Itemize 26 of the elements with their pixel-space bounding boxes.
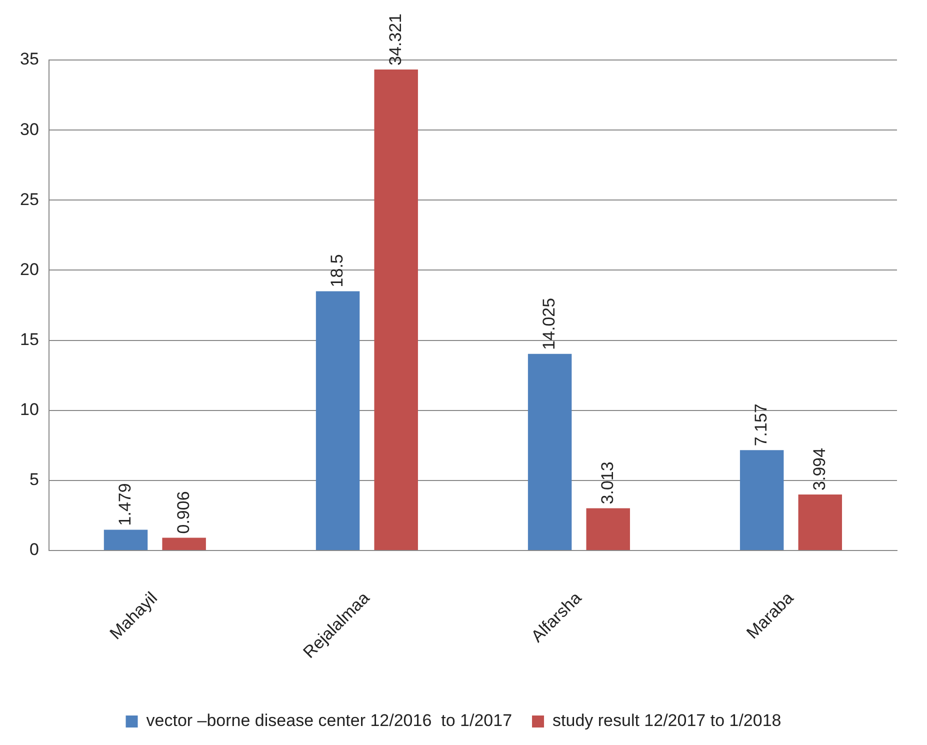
data-label: 3.994 bbox=[810, 448, 829, 490]
legend-label: study result 12/2017 to 1/2018 bbox=[552, 711, 782, 730]
y-tick-label: 5 bbox=[29, 470, 39, 490]
bar bbox=[162, 538, 206, 550]
bar bbox=[528, 354, 572, 550]
bar bbox=[374, 70, 418, 550]
data-label: 18.5 bbox=[327, 254, 346, 288]
legend-label: vector –borne disease center 12/2016 to 1/2017 bbox=[146, 711, 512, 730]
y-tick-label: 15 bbox=[20, 330, 39, 349]
data-label: 1.479 bbox=[115, 483, 134, 526]
bar bbox=[798, 494, 842, 550]
data-label: 3.013 bbox=[598, 462, 617, 504]
y-tick-label: 30 bbox=[20, 120, 39, 139]
data-label: 7.157 bbox=[752, 404, 771, 446]
bar bbox=[586, 508, 630, 550]
data-label: 14.025 bbox=[540, 298, 558, 350]
y-tick-label: 0 bbox=[29, 540, 39, 560]
bar bbox=[316, 291, 360, 550]
data-label: 34.321 bbox=[386, 14, 405, 66]
y-tick-label: 25 bbox=[20, 190, 39, 209]
data-label: 0.906 bbox=[174, 491, 193, 534]
y-tick-label: 35 bbox=[20, 50, 39, 69]
y-tick-label: 10 bbox=[20, 400, 39, 420]
bar bbox=[104, 530, 148, 550]
y-tick-label: 20 bbox=[20, 260, 39, 279]
bar bbox=[740, 450, 784, 550]
